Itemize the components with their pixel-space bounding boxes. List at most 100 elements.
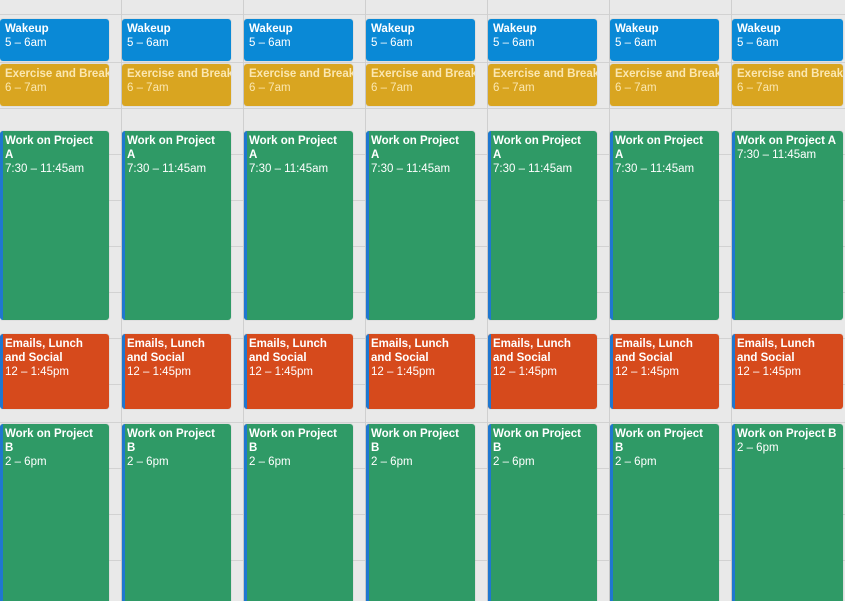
day-column-7[interactable]: Wakeup 5 – 6am Exercise and Breakfast 6 – … [731, 0, 845, 601]
event-project-a[interactable]: Work on Project A 7:30 – 11:45am [366, 131, 475, 320]
event-time: 12 – 1:45pm [371, 366, 435, 378]
event-title: Exercise and Breakfast [127, 68, 231, 80]
event-wakeup[interactable]: Wakeup 5 – 6am [610, 19, 719, 61]
event-project-a[interactable]: Work on Project A 7:30 – 11:45am [122, 131, 231, 320]
event-color-stripe [122, 424, 125, 601]
event-time: 7:30 – 11:45am [249, 163, 329, 175]
event-title: Wakeup [5, 23, 49, 35]
day-column-5[interactable]: Wakeup 5 – 6am Exercise and Breakfast 6 – … [487, 0, 610, 601]
day-divider [121, 0, 122, 601]
event-title: Work on Project B [371, 428, 459, 454]
event-project-a[interactable]: Work on Project A 7:30 – 11:45am [732, 131, 843, 320]
event-project-a[interactable]: Work on Project A 7:30 – 11:45am [0, 131, 109, 320]
day-divider [243, 0, 244, 601]
event-color-stripe [122, 131, 125, 320]
event-wakeup[interactable]: Wakeup 5 – 6am [732, 19, 843, 61]
event-wakeup[interactable]: Wakeup 5 – 6am [488, 19, 597, 61]
event-time: 5 – 6am [615, 37, 657, 49]
event-emails-lunch-social[interactable]: Emails, Lunch and Social 12 – 1:45pm [610, 334, 719, 409]
event-color-stripe [610, 424, 613, 601]
event-title: Work on Project A [371, 135, 459, 161]
hour-line [0, 14, 845, 15]
event-project-b[interactable]: Work on Project B 2 – 6pm [488, 424, 597, 601]
event-time: 2 – 6pm [371, 456, 413, 468]
event-color-stripe [244, 131, 247, 320]
event-color-stripe [610, 131, 613, 320]
day-divider [731, 0, 732, 601]
event-exercise-breakfast[interactable]: Exercise and Breakfast 6 – 7am [244, 64, 353, 106]
event-color-stripe [366, 424, 369, 601]
day-column-3[interactable]: Wakeup 5 – 6am Exercise and Breakfast 6 – … [243, 0, 366, 601]
event-color-stripe [610, 334, 613, 409]
event-emails-lunch-social[interactable]: Emails, Lunch and Social 12 – 1:45pm [488, 334, 597, 409]
event-title: Emails, Lunch and Social [127, 338, 205, 364]
event-title: Work on Project A [615, 135, 703, 161]
event-wakeup[interactable]: Wakeup 5 – 6am [0, 19, 109, 61]
event-exercise-breakfast[interactable]: Exercise and Breakfast 6 – 7am [122, 64, 231, 106]
day-divider [365, 0, 366, 601]
event-color-stripe [0, 424, 3, 601]
event-time: 2 – 6pm [737, 442, 779, 454]
event-time: 5 – 6am [127, 37, 169, 49]
event-time: 6 – 7am [249, 82, 291, 94]
event-title: Emails, Lunch and Social [249, 338, 327, 364]
day-column-4[interactable]: Wakeup 5 – 6am Exercise and Breakfast 6 – … [365, 0, 488, 601]
event-time: 5 – 6am [5, 37, 47, 49]
event-project-b[interactable]: Work on Project B 2 – 6pm [244, 424, 353, 601]
event-title: Emails, Lunch and Social [737, 338, 815, 364]
event-project-b[interactable]: Work on Project B 2 – 6pm [0, 424, 109, 601]
event-emails-lunch-social[interactable]: Emails, Lunch and Social 12 – 1:45pm [366, 334, 475, 409]
event-title: Wakeup [371, 23, 415, 35]
event-color-stripe [0, 131, 3, 320]
event-time: 12 – 1:45pm [615, 366, 679, 378]
event-project-b[interactable]: Work on Project B 2 – 6pm [122, 424, 231, 601]
event-project-b[interactable]: Work on Project B 2 – 6pm [366, 424, 475, 601]
event-wakeup[interactable]: Wakeup 5 – 6am [366, 19, 475, 61]
event-time: 6 – 7am [5, 82, 47, 94]
event-time: 6 – 7am [493, 82, 535, 94]
event-color-stripe [488, 334, 491, 409]
day-column-6[interactable]: Wakeup 5 – 6am Exercise and Breakfast 6 – … [609, 0, 732, 601]
event-time: 2 – 6pm [127, 456, 169, 468]
event-time: 7:30 – 11:45am [737, 149, 817, 161]
event-title: Work on Project B [737, 428, 837, 440]
event-project-a[interactable]: Work on Project A 7:30 – 11:45am [488, 131, 597, 320]
day-column-2[interactable]: Wakeup 5 – 6am Exercise and Breakfast 6 – … [121, 0, 244, 601]
event-emails-lunch-social[interactable]: Emails, Lunch and Social 12 – 1:45pm [0, 334, 109, 409]
event-emails-lunch-social[interactable]: Emails, Lunch and Social 12 – 1:45pm [122, 334, 231, 409]
event-title: Exercise and Breakfast [5, 68, 109, 80]
event-title: Exercise and Breakfast [737, 68, 843, 80]
event-title: Exercise and Breakfast [371, 68, 475, 80]
event-title: Emails, Lunch and Social [371, 338, 449, 364]
event-exercise-breakfast[interactable]: Exercise and Breakfast 6 – 7am [488, 64, 597, 106]
event-color-stripe [732, 424, 735, 601]
event-project-b[interactable]: Work on Project B 2 – 6pm [732, 424, 843, 601]
event-title: Work on Project B [249, 428, 337, 454]
event-time: 6 – 7am [127, 82, 169, 94]
event-project-b[interactable]: Work on Project B 2 – 6pm [610, 424, 719, 601]
event-exercise-breakfast[interactable]: Exercise and Breakfast 6 – 7am [366, 64, 475, 106]
event-color-stripe [244, 334, 247, 409]
event-time: 2 – 6pm [5, 456, 47, 468]
event-time: 6 – 7am [615, 82, 657, 94]
hour-line [0, 422, 845, 423]
event-title: Work on Project A [249, 135, 337, 161]
event-color-stripe [488, 424, 491, 601]
event-emails-lunch-social[interactable]: Emails, Lunch and Social 12 – 1:45pm [732, 334, 843, 409]
event-emails-lunch-social[interactable]: Emails, Lunch and Social 12 – 1:45pm [244, 334, 353, 409]
event-time: 5 – 6am [249, 37, 291, 49]
event-time: 2 – 6pm [249, 456, 291, 468]
event-project-a[interactable]: Work on Project A 7:30 – 11:45am [244, 131, 353, 320]
event-wakeup[interactable]: Wakeup 5 – 6am [244, 19, 353, 61]
event-exercise-breakfast[interactable]: Exercise and Breakfast 6 – 7am [610, 64, 719, 106]
event-time: 7:30 – 11:45am [371, 163, 451, 175]
event-time: 12 – 1:45pm [5, 366, 69, 378]
event-exercise-breakfast[interactable]: Exercise and Breakfast 6 – 7am [732, 64, 843, 106]
event-color-stripe [488, 131, 491, 320]
event-wakeup[interactable]: Wakeup 5 – 6am [122, 19, 231, 61]
event-project-a[interactable]: Work on Project A 7:30 – 11:45am [610, 131, 719, 320]
event-exercise-breakfast[interactable]: Exercise and Breakfast 6 – 7am [0, 64, 109, 106]
day-column-1[interactable]: Wakeup 5 – 6am Exercise and Breakfast 6 – … [0, 0, 122, 601]
event-time: 6 – 7am [371, 82, 413, 94]
